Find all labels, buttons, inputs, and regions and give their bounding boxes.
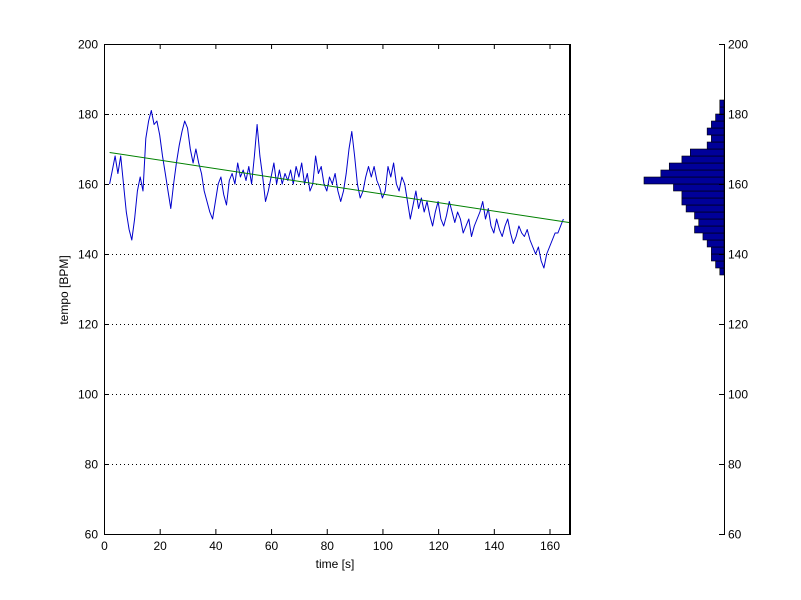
histogram-tick-label: 60 bbox=[728, 528, 742, 542]
histogram-bar bbox=[711, 134, 725, 143]
y-tick-label: 180 bbox=[78, 108, 98, 122]
histogram-tick-label: 80 bbox=[728, 458, 742, 472]
histogram-tick-label: 180 bbox=[728, 108, 748, 122]
histogram-bar bbox=[702, 232, 725, 241]
histogram-bar bbox=[711, 246, 725, 255]
histogram-bars bbox=[643, 99, 725, 276]
main-ticks: 0 20 40 60 80 100 120 140 160 60 80 100 120 140 160 180… bbox=[78, 38, 560, 554]
histogram-bar bbox=[685, 204, 725, 213]
histogram-bar bbox=[711, 120, 725, 129]
histogram-bar bbox=[719, 106, 725, 115]
tempo-plot: 0 20 40 60 80 100 120 140 160 60 80 100 120 140 160 180… bbox=[57, 38, 571, 571]
x-tick-label: 20 bbox=[154, 539, 168, 553]
histogram-bar bbox=[698, 218, 725, 227]
histogram-bar bbox=[694, 211, 725, 220]
histogram-bar bbox=[706, 141, 725, 150]
histogram-bar bbox=[706, 127, 725, 136]
x-tick-label: 80 bbox=[321, 539, 335, 553]
histogram-tick-label: 100 bbox=[728, 388, 748, 402]
tempo-histogram: 60 80 100 120 140 160 180 200 bbox=[643, 38, 748, 542]
y-tick-label: 80 bbox=[85, 458, 99, 472]
histogram-bar bbox=[660, 169, 725, 178]
x-tick-label: 160 bbox=[540, 539, 560, 553]
tempo-series-line bbox=[109, 110, 564, 269]
x-tick-label: 40 bbox=[209, 539, 223, 553]
histogram-bar bbox=[673, 183, 725, 192]
histogram-bar bbox=[694, 225, 725, 234]
histogram-bar bbox=[643, 176, 725, 185]
histogram-bar bbox=[681, 155, 725, 164]
histogram-bar bbox=[719, 267, 725, 276]
trend-line bbox=[109, 152, 570, 223]
y-tick-label: 60 bbox=[85, 528, 99, 542]
histogram-bar bbox=[681, 190, 725, 199]
x-tick-label: 0 bbox=[101, 539, 108, 553]
x-tick-label: 140 bbox=[484, 539, 504, 553]
main-series bbox=[109, 110, 570, 269]
histogram-bar bbox=[690, 148, 725, 157]
y-tick-label: 140 bbox=[78, 248, 98, 262]
histogram-bar bbox=[681, 197, 725, 206]
main-grid bbox=[104, 114, 569, 465]
histogram-ticks: 60 80 100 120 140 160 180 200 bbox=[719, 38, 748, 542]
y-axis-label: tempo [BPM] bbox=[57, 255, 71, 324]
histogram-tick-label: 120 bbox=[728, 318, 748, 332]
histogram-tick-label: 200 bbox=[728, 38, 748, 52]
y-tick-label: 100 bbox=[78, 388, 98, 402]
histogram-bar bbox=[711, 253, 725, 262]
histogram-bar bbox=[715, 113, 725, 122]
histogram-bar bbox=[719, 99, 725, 108]
histogram-bar bbox=[668, 162, 725, 171]
x-tick-label: 100 bbox=[373, 539, 393, 553]
y-tick-label: 200 bbox=[78, 38, 98, 52]
x-tick-label: 60 bbox=[265, 539, 279, 553]
x-tick-label: 120 bbox=[429, 539, 449, 553]
y-tick-label: 120 bbox=[78, 318, 98, 332]
y-tick-label: 160 bbox=[78, 178, 98, 192]
histogram-bar bbox=[715, 260, 725, 269]
histogram-bar bbox=[706, 239, 725, 248]
x-axis-label: time [s] bbox=[316, 557, 355, 571]
main-plot-frame bbox=[104, 44, 570, 535]
histogram-tick-label: 140 bbox=[728, 248, 748, 262]
histogram-tick-label: 160 bbox=[728, 178, 748, 192]
